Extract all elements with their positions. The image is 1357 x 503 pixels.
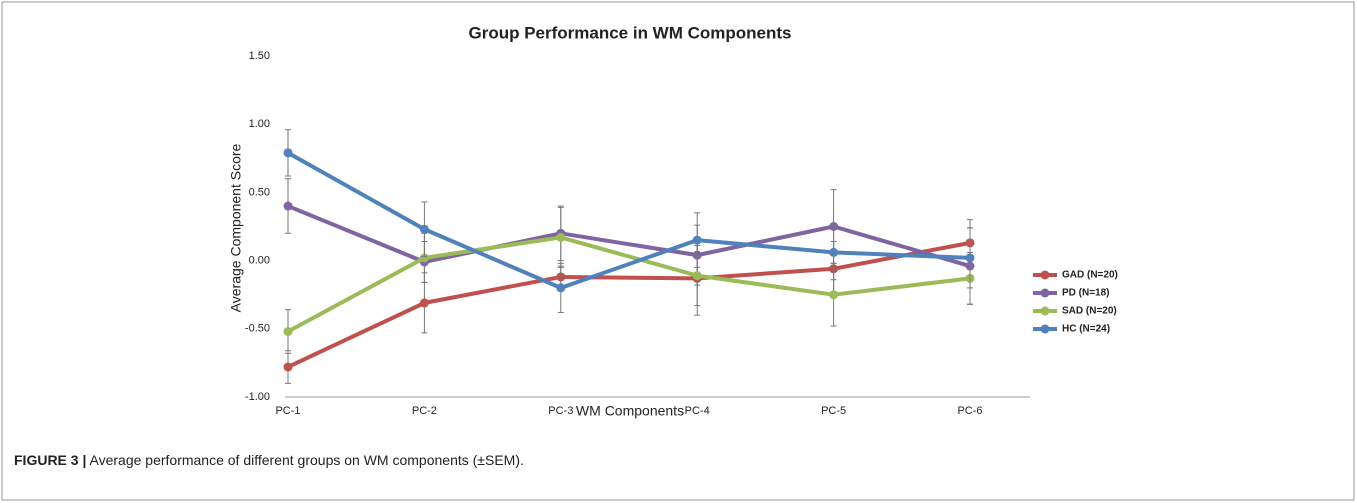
point: [692, 235, 702, 245]
legend-label: PD (N=18): [1062, 288, 1110, 299]
y-tick-label: -1.00: [245, 391, 270, 403]
y-tick-label: 1.50: [249, 50, 270, 62]
y-tick-label: -0.50: [245, 323, 270, 335]
point: [965, 253, 975, 263]
x-tick-label: PC-1: [275, 405, 300, 417]
point: [283, 327, 293, 337]
x-tick-label: PC-2: [412, 405, 437, 417]
caption-label: FIGURE 3 |: [14, 452, 87, 468]
point: [419, 253, 429, 263]
y-tick-label: 1.00: [249, 118, 270, 130]
legend-label: HC (N=24): [1062, 324, 1110, 335]
point: [556, 283, 566, 293]
point: [829, 247, 839, 257]
series-line: [287, 204, 971, 268]
chart-title: Group Performance in WM Components: [468, 23, 791, 42]
point: [419, 224, 429, 234]
legend-marker: [1040, 270, 1050, 280]
caption: FIGURE 3 | Average performance of differ…: [14, 452, 524, 468]
x-tick-label: PC-5: [821, 405, 846, 417]
point: [556, 232, 566, 242]
legend-marker: [1040, 288, 1050, 298]
x-tick-label: PC-4: [685, 405, 710, 417]
point: [283, 362, 293, 372]
legend-marker: [1040, 324, 1050, 334]
x-tick-label: PC-3: [548, 405, 573, 417]
y-axis-title: Average Component Score: [228, 143, 244, 312]
x-tick-label: PC-6: [957, 405, 982, 417]
y-tick-label: 0.00: [249, 255, 270, 267]
legend-label: SAD (N=20): [1062, 306, 1117, 317]
point: [829, 290, 839, 300]
y-tick-label: 0.50: [249, 186, 270, 198]
point: [419, 298, 429, 308]
legend-label: GAD (N=20): [1062, 270, 1118, 281]
legend-marker: [1040, 306, 1050, 316]
series-line: [287, 235, 971, 334]
x-axis-title: WM Components: [576, 403, 684, 419]
point: [283, 148, 293, 158]
series-line: [287, 240, 971, 369]
caption-text: Average performance of different groups …: [89, 452, 524, 468]
series-line: [287, 151, 971, 290]
point: [283, 201, 293, 211]
point: [692, 271, 702, 281]
